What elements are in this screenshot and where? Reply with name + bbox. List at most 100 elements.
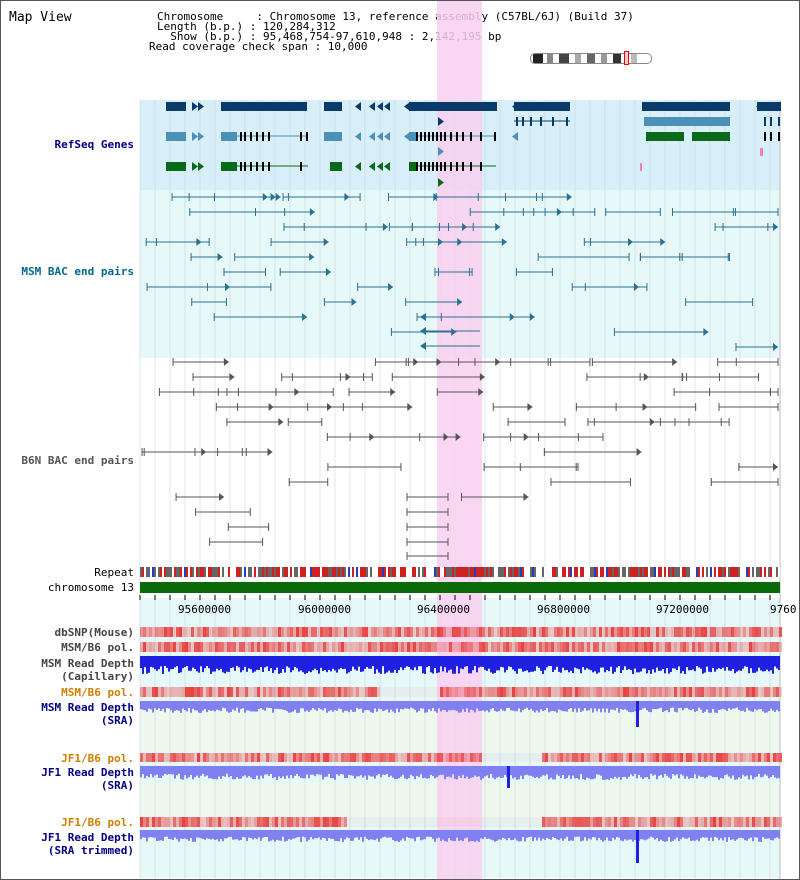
msm-pol-heat xyxy=(659,642,662,652)
jf1-sra-depth xyxy=(412,766,414,777)
msm-capillary-depth xyxy=(390,656,392,673)
msm-capillary-depth xyxy=(756,656,758,672)
track-label-jf1-depth-trim[interactable]: JF1 Read Depth xyxy=(41,831,134,844)
jf1-trim-depth xyxy=(668,830,670,838)
msm-capillary-depth xyxy=(720,656,722,670)
msm-pol-heat xyxy=(335,642,338,652)
msm-pol-heat xyxy=(470,642,473,652)
jf1-pol-heat xyxy=(653,753,656,762)
msm-capillary-depth xyxy=(394,656,396,670)
msm-pol-heat xyxy=(212,642,215,652)
dbsnp-heat xyxy=(458,627,461,637)
msm-capillary-depth xyxy=(348,656,350,673)
track-label-msm-pol-2[interactable]: MSM/B6 pol. xyxy=(61,686,134,699)
dbsnp-heat xyxy=(680,627,683,637)
repeat-mark xyxy=(582,567,584,577)
msm-pol2-heat xyxy=(749,687,752,697)
track-label-b6n-bac[interactable]: B6N BAC end pairs xyxy=(21,454,134,467)
track-label-jf1-pol-1[interactable]: JF1/B6 pol. xyxy=(61,752,134,765)
jf1-sra-depth xyxy=(494,766,496,780)
jf1-trim-depth xyxy=(426,830,428,837)
jf1-sra-depth xyxy=(550,766,552,778)
repeat-mark xyxy=(406,567,408,577)
jf1-pol2-heat xyxy=(431,817,434,827)
msm-capillary-depth xyxy=(442,656,444,672)
jf1-pol-heat xyxy=(509,753,512,762)
jf1-pol-heat xyxy=(203,753,206,762)
repeat-mark xyxy=(734,567,736,577)
msm-capillary-depth xyxy=(300,656,302,671)
msm-sra-depth xyxy=(716,701,718,713)
msm-capillary-depth xyxy=(370,656,372,669)
track-label-repeat[interactable]: Repeat xyxy=(94,566,134,579)
jf1-trim-depth xyxy=(476,830,478,841)
repeat-mark xyxy=(742,567,744,577)
msm-pol-heat xyxy=(344,642,347,652)
msm-capillary-depth xyxy=(764,656,766,672)
track-label-msm-bac[interactable]: MSM BAC end pairs xyxy=(21,265,134,278)
msm-capillary-depth xyxy=(184,656,186,668)
jf1-pol-heat xyxy=(662,753,665,762)
refseq-gene-arrow xyxy=(377,162,383,171)
jf1-sra-depth xyxy=(244,766,246,776)
refseq-gene-arrow xyxy=(384,132,390,141)
repeat-mark xyxy=(666,567,668,577)
track-label-chromosome[interactable]: chromosome 13 xyxy=(47,581,134,594)
jf1-sra-depth xyxy=(450,766,452,778)
track-label-jf1-depth-sra[interactable]: JF1 Read Depth xyxy=(41,766,134,779)
jf1-pol2-heat xyxy=(494,817,497,827)
jf1-trim-depth xyxy=(538,830,540,838)
dbsnp-heat xyxy=(365,627,368,637)
msm-sra-depth xyxy=(516,701,518,712)
refseq-exon xyxy=(516,117,518,126)
msm-sra-depth xyxy=(476,701,478,709)
dbsnp-heat xyxy=(185,627,188,637)
jf1-trim-depth xyxy=(652,830,654,838)
track-label-msm-depth-cap[interactable]: MSM Read Depth xyxy=(41,657,134,670)
msm-pol2-heat xyxy=(695,687,698,697)
msm-capillary-depth xyxy=(158,656,160,670)
jf1-pol2-heat xyxy=(467,817,470,827)
jf1-pol2-heat xyxy=(395,817,398,827)
jf1-sra-depth xyxy=(674,766,676,776)
jf1-pol2-heat xyxy=(665,817,668,827)
msm-capillary-depth xyxy=(264,656,266,668)
track-label-dbsnp[interactable]: dbSNP(Mouse) xyxy=(54,626,134,639)
msm-capillary-depth xyxy=(412,656,414,671)
ideogram-position-marker[interactable] xyxy=(624,51,629,65)
jf1-pol2-heat xyxy=(560,817,563,827)
jf1-pol2-heat xyxy=(335,817,338,827)
repeat-mark xyxy=(522,567,524,577)
dbsnp-heat xyxy=(749,627,752,637)
chromosome-ideogram[interactable] xyxy=(530,53,652,64)
msm-capillary-depth xyxy=(536,656,538,667)
msm-pol2-heat xyxy=(263,687,266,697)
jf1-trim-depth xyxy=(326,830,328,841)
msm-sra-depth xyxy=(338,701,340,709)
track-label-msm-depth-sra[interactable]: MSM Read Depth xyxy=(41,701,134,714)
repeat-mark xyxy=(722,567,724,577)
msm-pol2-heat xyxy=(731,687,734,697)
jf1-pol2-heat xyxy=(149,817,152,827)
msm-capillary-depth xyxy=(314,656,316,669)
jf1-sra-depth xyxy=(158,766,160,778)
repeat-mark xyxy=(388,567,390,577)
msm-sra-depth xyxy=(300,701,302,709)
msm-pol-heat xyxy=(752,642,755,652)
dbsnp-heat xyxy=(647,627,650,637)
jf1-sra-depth xyxy=(462,766,464,775)
dbsnp-heat xyxy=(614,627,617,637)
refseq-exon xyxy=(240,132,242,141)
repeat-mark xyxy=(494,567,496,577)
msm-pol-heat xyxy=(185,642,188,652)
msm-capillary-depth xyxy=(174,656,176,668)
msm-pol-heat xyxy=(668,642,671,652)
jf1-sra-depth xyxy=(460,766,462,778)
jf1-pol2-heat xyxy=(668,817,671,827)
track-label-msm-pol-1[interactable]: MSM/B6 pol. xyxy=(61,641,134,654)
track-label-refseq[interactable]: RefSeq Genes xyxy=(54,138,134,151)
track-label-jf1-pol-2[interactable]: JF1/B6 pol. xyxy=(61,816,134,829)
repeat-mark xyxy=(554,567,556,577)
repeat-mark xyxy=(704,567,706,577)
